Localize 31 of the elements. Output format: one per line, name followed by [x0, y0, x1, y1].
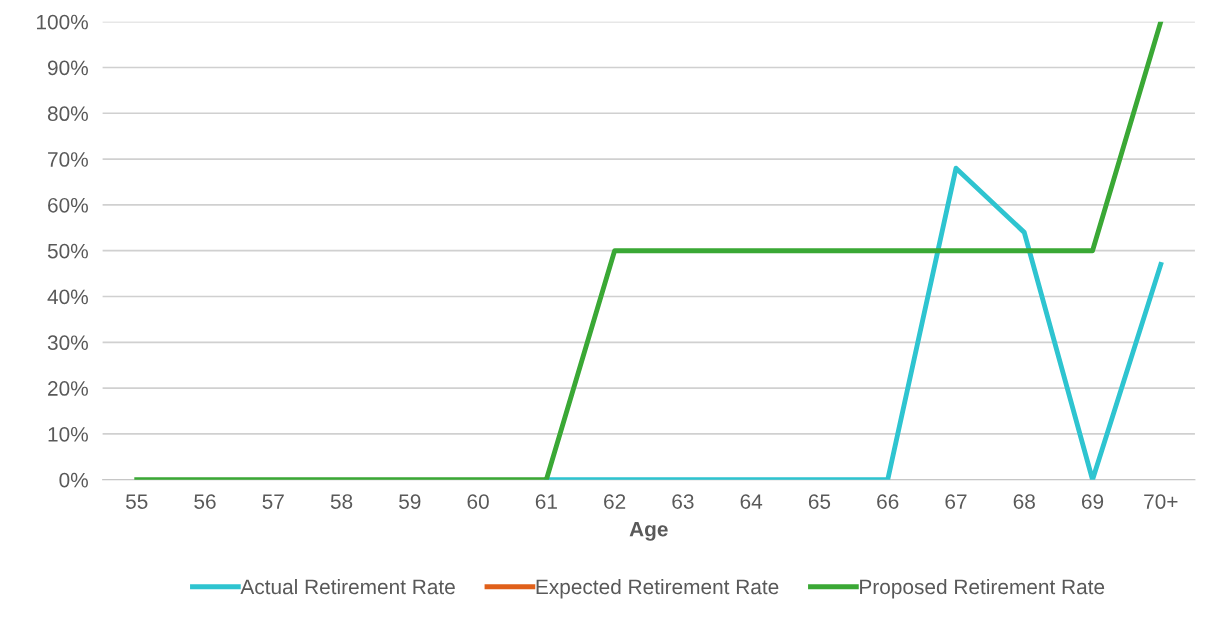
y-tick-label: 60% — [48, 197, 88, 213]
x-tick-label: 68 — [1013, 494, 1035, 509]
x-tick-label: 66 — [877, 494, 899, 509]
x-tick-label: 70+ — [1144, 494, 1178, 509]
x-tick-label: 62 — [604, 494, 626, 509]
y-tick-label: 10% — [48, 426, 88, 442]
legend-label: Proposed Retirement Rate — [860, 578, 1105, 599]
y-tick-label: 0% — [59, 472, 88, 488]
y-tick-label: 20% — [48, 381, 88, 396]
y-tick-label: 30% — [47, 335, 88, 351]
x-axis-title: Age — [629, 522, 668, 541]
y-tick-label: 90% — [47, 60, 88, 76]
x-tick-label: 64 — [740, 494, 763, 509]
x-tick-label: 67 — [945, 494, 967, 509]
x-tick-label: 60 — [467, 494, 489, 509]
x-tick-label: 55 — [125, 494, 148, 509]
x-tick-label: 61 — [535, 494, 557, 509]
x-tick-label: 63 — [672, 494, 694, 509]
x-tick-label: 56 — [194, 494, 216, 509]
y-tick-label: 40% — [47, 289, 88, 305]
y-tick-label: 80% — [47, 106, 88, 122]
x-tick-label: 58 — [330, 494, 353, 509]
y-tick-label: 70% — [48, 152, 88, 167]
x-tick-label: 57 — [262, 494, 284, 509]
x-tick-label: 65 — [808, 494, 831, 509]
x-tick-label: 59 — [399, 494, 421, 509]
legend-label: Actual Retirement Rate — [240, 578, 455, 595]
y-tick-label: 50% — [47, 243, 88, 259]
y-tick-label: 100% — [37, 14, 88, 30]
legend-label: Expected Retirement Rate — [536, 578, 779, 599]
x-tick-label: 69 — [1082, 494, 1104, 509]
